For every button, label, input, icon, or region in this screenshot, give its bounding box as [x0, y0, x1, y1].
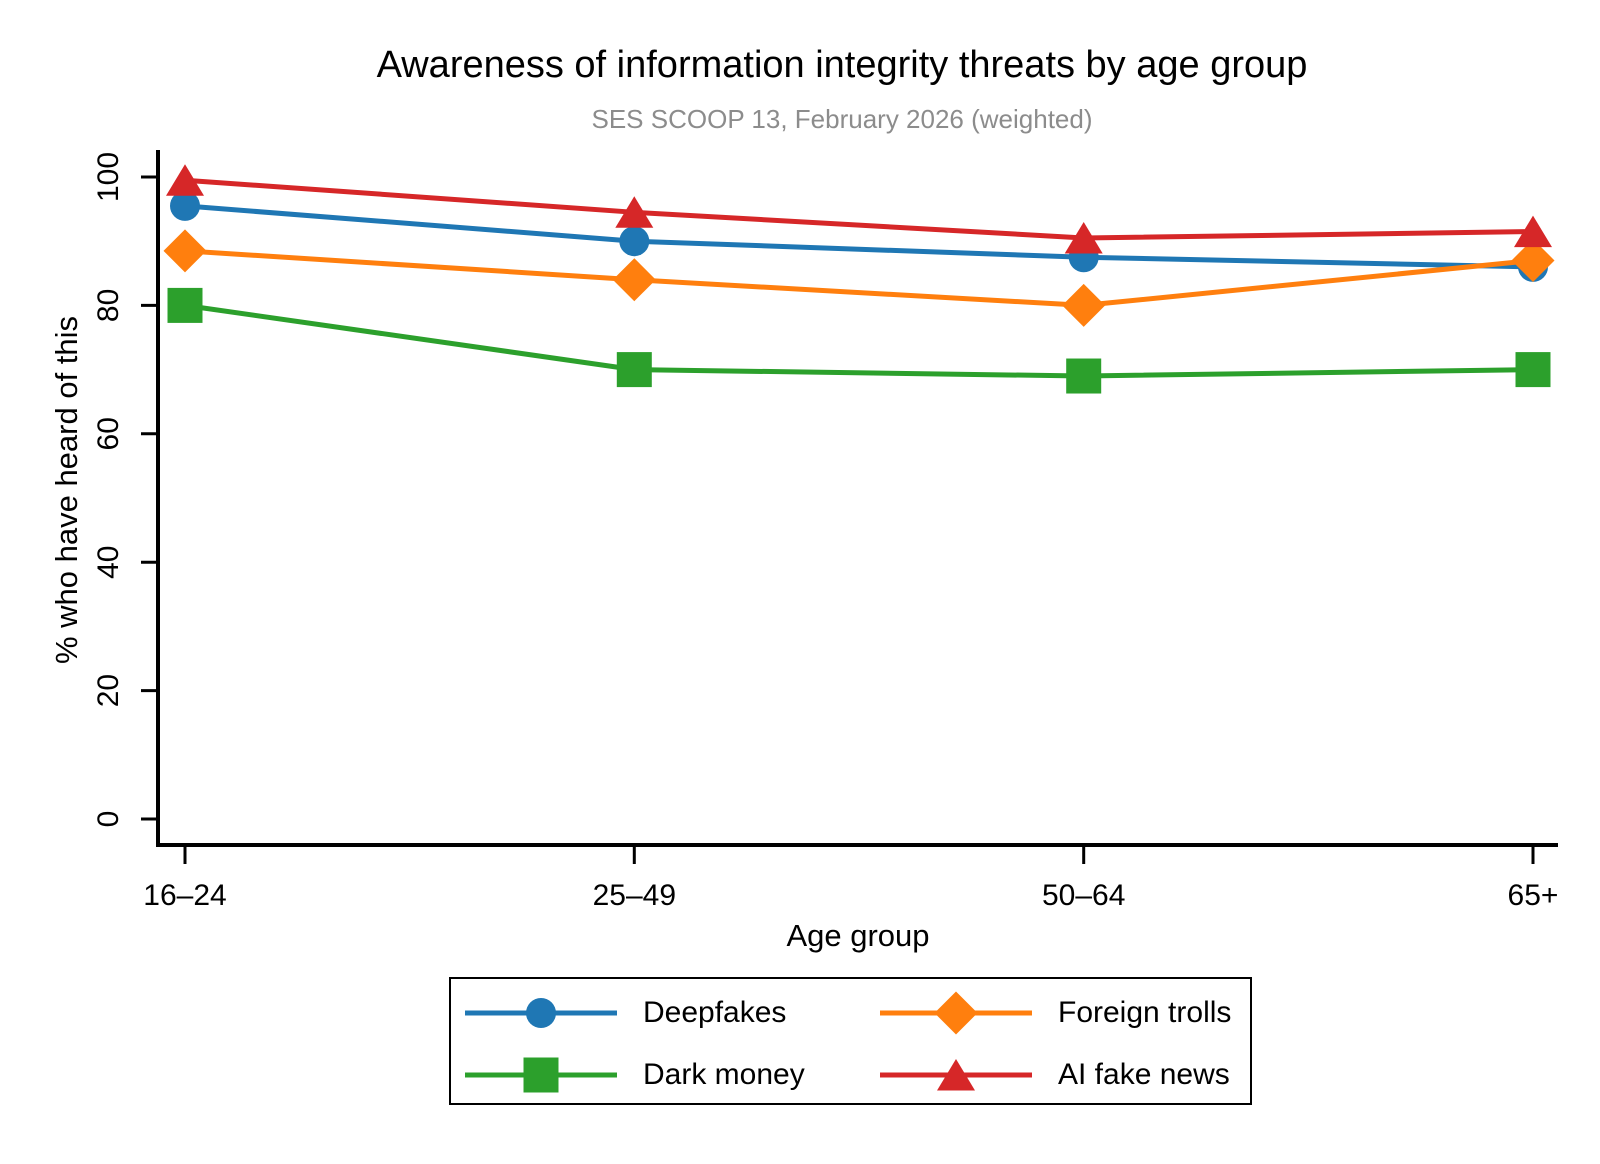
legend-entry-deepfakes: Deepfakes [465, 990, 880, 1036]
circle-icon [526, 998, 556, 1028]
axes: 0 20 40 60 80 100 16–24 25–49 50–64 65+ [92, 150, 1558, 912]
chart-subtitle: SES SCOOP 13, February 2026 (weighted) [591, 104, 1093, 134]
y-tick-label: 80 [92, 289, 125, 322]
y-tick-label: 0 [92, 811, 125, 828]
x-tick-label: 50–64 [1042, 879, 1125, 912]
triangle-icon [937, 1059, 975, 1091]
series-line-deepfakes [184, 203, 1534, 270]
diamond-marker-foreign-trolls [1062, 283, 1106, 327]
y-tick-label: 40 [92, 546, 125, 579]
x-tick-label: 25–49 [593, 879, 676, 912]
square-marker-dark-money [616, 352, 652, 388]
legend-label-dark-money: Dark money [643, 1058, 805, 1091]
series-line-ai-fake-news [184, 177, 1534, 241]
legend-entry-ai-fake-news: AI fake news [880, 1052, 1250, 1098]
chart-title: Awareness of information integrity threa… [376, 44, 1308, 86]
diamond-marker-foreign-trolls [1511, 238, 1555, 282]
legend: Deepfakes Foreign trolls Dark money AI fake… [449, 977, 1252, 1105]
triangle-marker-ai-fake-news [1064, 221, 1103, 254]
y-axis-title: % who have heard of this [49, 316, 84, 664]
legend-swatch-dark-money [465, 1057, 617, 1093]
triangle-marker-ai-fake-news [615, 196, 654, 228]
legend-label-deepfakes: Deepfakes [643, 996, 787, 1029]
x-tick-label: 65+ [1508, 879, 1559, 912]
y-tick-label: 60 [92, 417, 125, 450]
legend-swatch-ai-fake-news [880, 1059, 1032, 1091]
legend-entry-dark-money: Dark money [465, 1052, 880, 1098]
circle-marker-deepfakes [619, 226, 650, 257]
legend-label-ai-fake-news: AI fake news [1058, 1058, 1230, 1091]
square-marker-dark-money [1066, 358, 1102, 394]
y-tick-label: 100 [92, 152, 125, 202]
square-marker-dark-money [167, 287, 203, 323]
square-icon [523, 1057, 559, 1093]
triangle-marker-ai-fake-news [1514, 215, 1552, 248]
y-tick-label: 20 [92, 674, 125, 707]
diamond-marker-foreign-trolls [163, 229, 207, 273]
series-dark-money [167, 287, 1551, 394]
series-ai-fake-news [166, 164, 1552, 254]
series-layer [163, 164, 1555, 394]
legend-entry-foreign-trolls: Foreign trolls [880, 990, 1250, 1036]
series-foreign-trolls [163, 229, 1555, 327]
x-axis-title: Age group [786, 918, 929, 953]
diamond-marker-foreign-trolls [612, 258, 656, 302]
x-tick-label: 16–24 [143, 879, 226, 912]
diamond-icon [934, 991, 978, 1035]
circle-marker-deepfakes [170, 190, 200, 221]
legend-swatch-foreign-trolls [880, 991, 1032, 1035]
series-line-dark-money [184, 302, 1534, 379]
square-marker-dark-money [1515, 352, 1551, 388]
triangle-marker-ai-fake-news [166, 164, 204, 196]
legend-swatch-deepfakes [465, 998, 617, 1028]
series-line-foreign-trolls [184, 248, 1534, 308]
legend-label-foreign-trolls: Foreign trolls [1058, 996, 1232, 1029]
